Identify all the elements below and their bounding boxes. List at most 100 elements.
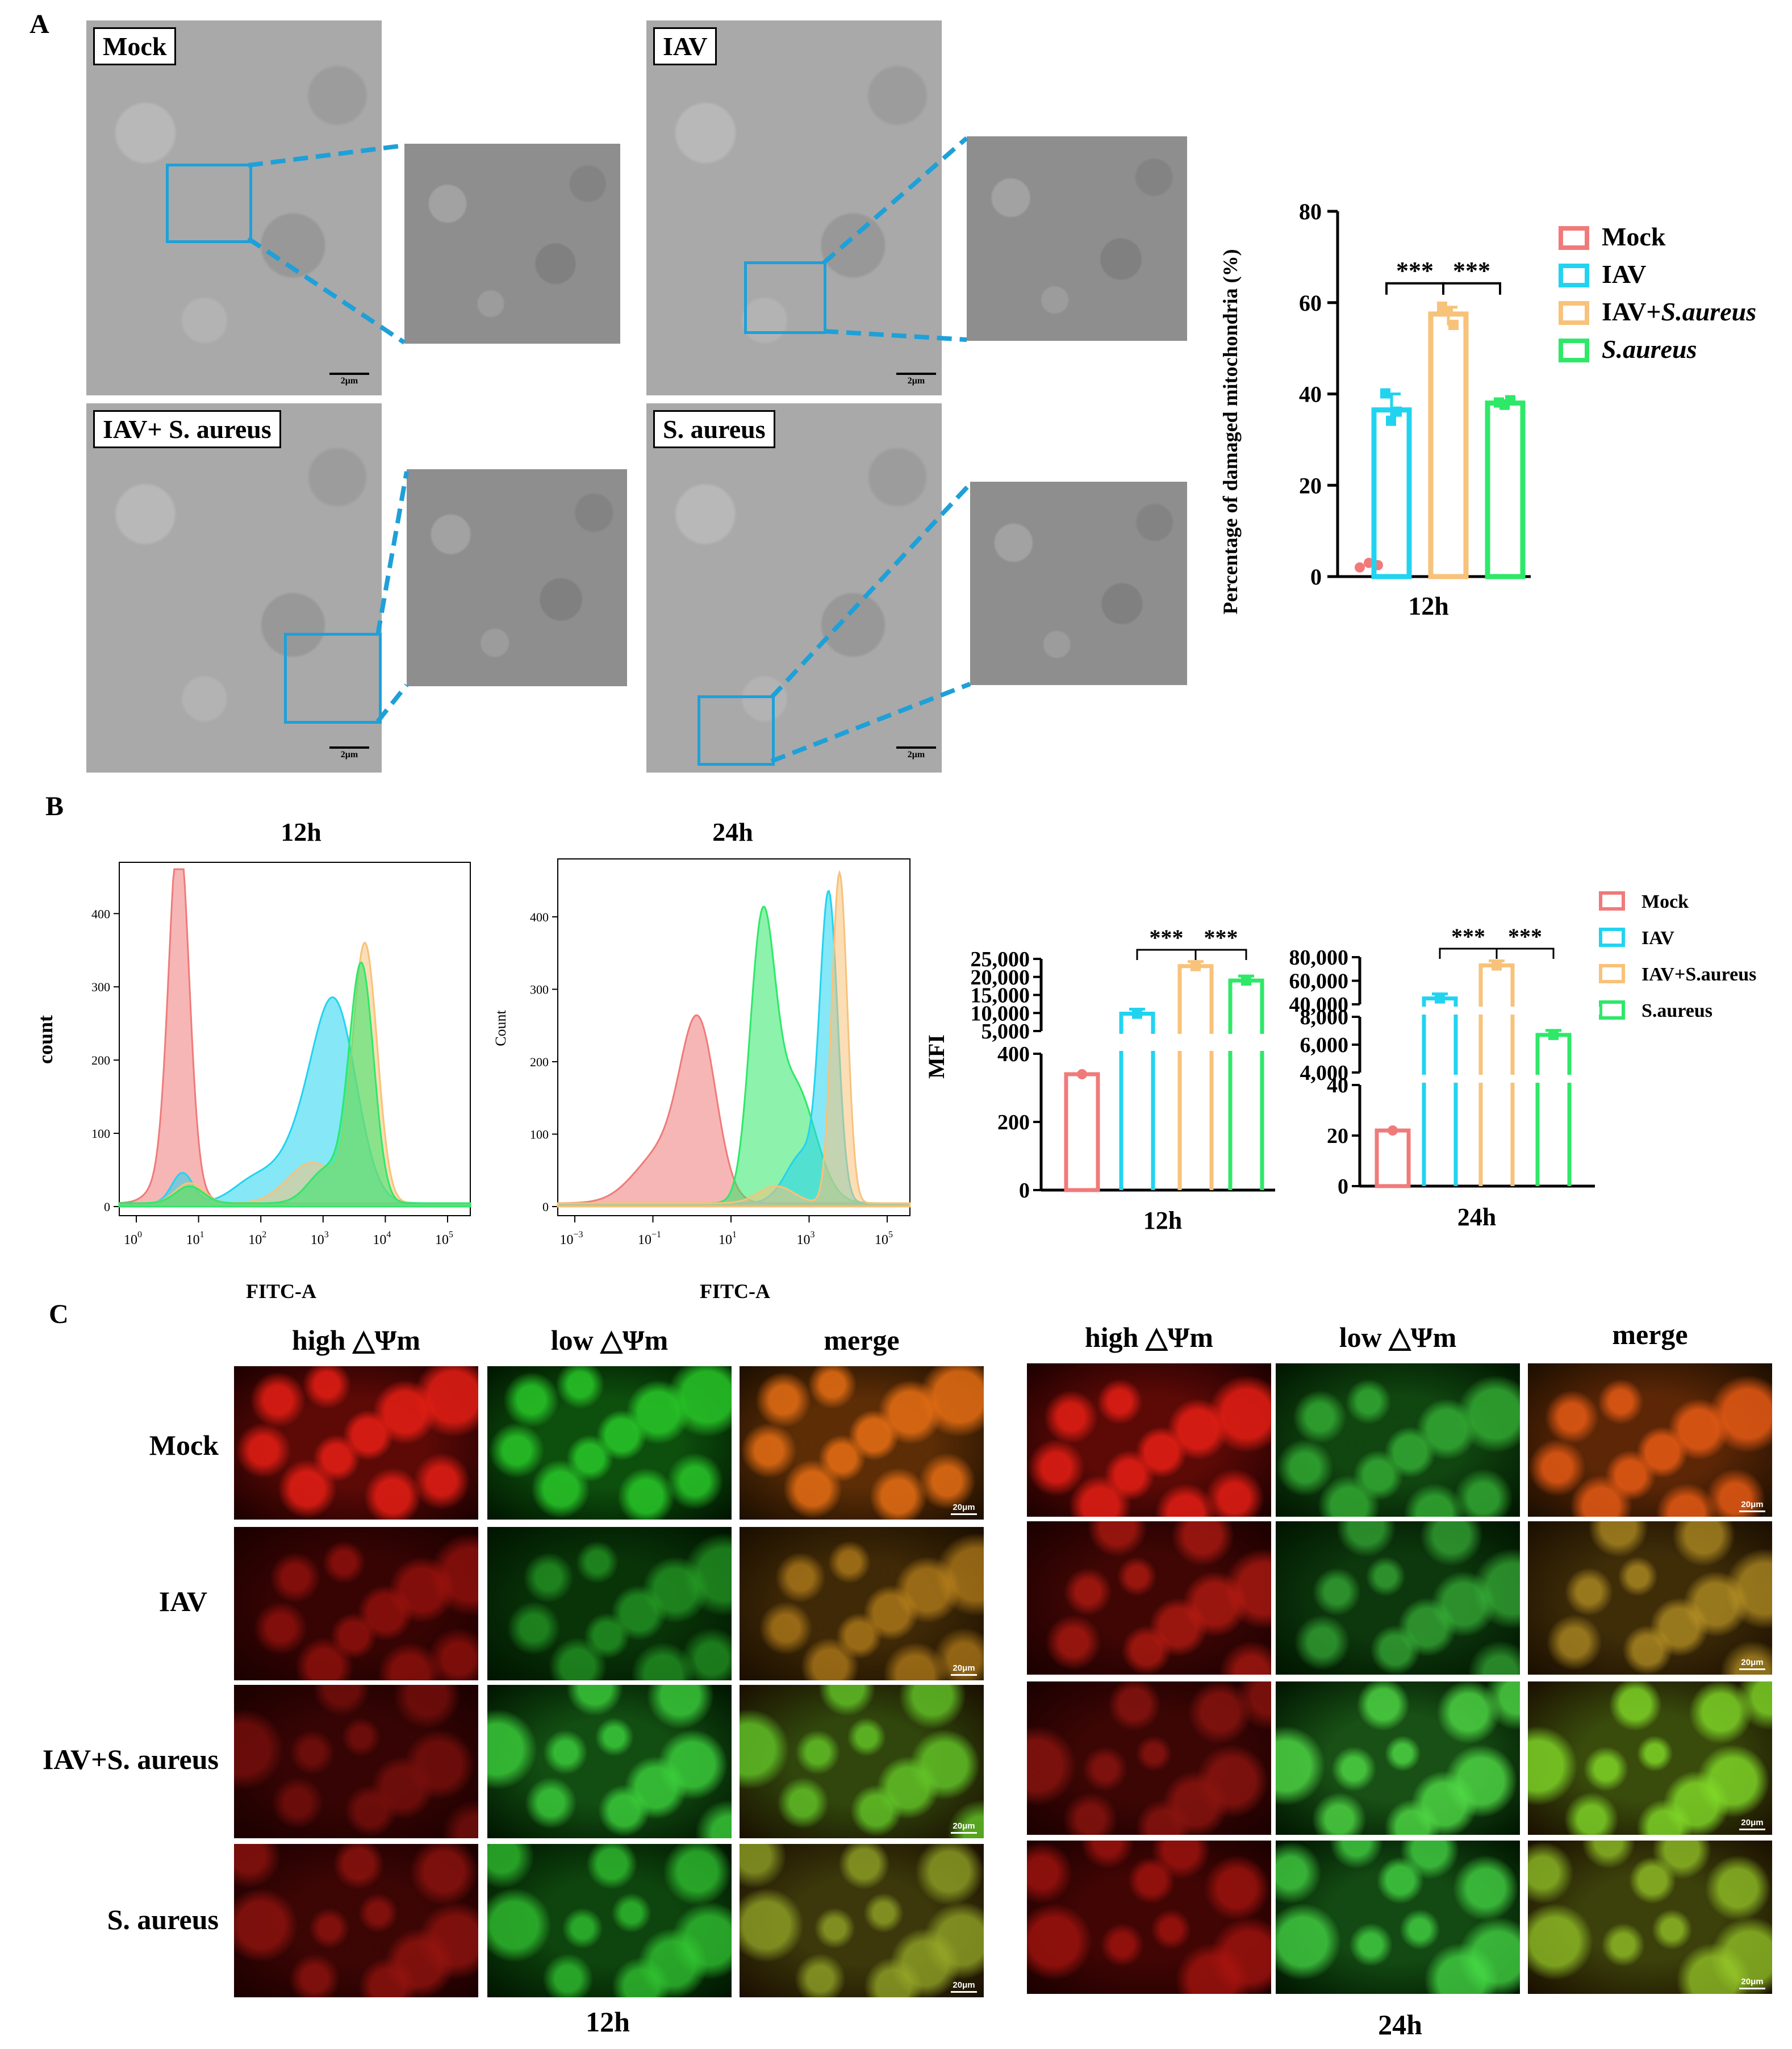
- chart-a-legend: Mock IAV IAV+S.aureus S.aureus: [1559, 222, 1756, 364]
- hist-xtick-label: 10−3: [559, 1230, 583, 1247]
- chart-a-point-mock: [1355, 562, 1365, 573]
- chart-a-bar: [1485, 400, 1526, 579]
- em-image-iav: IAV 2μm: [646, 20, 942, 395]
- scale-bar-saureus: 2μm: [896, 746, 936, 760]
- mfi-axis-break: [1350, 1007, 1599, 1015]
- hist-xtick-label: 102: [248, 1230, 266, 1247]
- fl-12h-iav-s-aureus-merge: 20μm: [740, 1685, 984, 1838]
- zoom-box-iav-saureus: [284, 633, 382, 724]
- mfi-ytick-label: 40: [1327, 1074, 1348, 1097]
- chart-a-sig-bracket: [1442, 282, 1501, 295]
- mfi-point: [1388, 1125, 1398, 1136]
- chart-a-sig-label: ***: [1453, 257, 1490, 285]
- mfi-point: [1191, 961, 1201, 971]
- hist-ytick-label: 0: [542, 1200, 549, 1214]
- mfi-bar: [1064, 1072, 1100, 1192]
- fl-24h-mock-merge: 20μm: [1528, 1363, 1772, 1517]
- time-label-12h: 12h: [586, 2006, 630, 2038]
- fl-scale-bar: 20μm: [951, 1821, 977, 1834]
- mfi-point: [1077, 1069, 1087, 1079]
- col-head-24h-high: high △Ψm: [1084, 1321, 1214, 1353]
- em-zoom-iav: [967, 136, 1187, 341]
- mfi-ytick-label: 0: [1338, 1175, 1348, 1199]
- hist-xtick-label: 105: [435, 1230, 453, 1247]
- hist-ytick-label: 200: [530, 1055, 549, 1069]
- mfi-bar: [1375, 1128, 1411, 1188]
- fl-12h-iav-s-aureus-red: [234, 1685, 478, 1838]
- hist-12h-xlabel: FITC-A: [246, 1280, 316, 1303]
- em-image-mock: Mock 2μm: [86, 20, 382, 395]
- fl-12h-s-aureus-merge: 20μm: [740, 1844, 984, 1997]
- chart-a-axes: 0 20 40 60 80: [1299, 199, 1531, 590]
- mfi-bar: [1535, 1033, 1572, 1186]
- hist-ytick-label: 200: [91, 1053, 110, 1067]
- hist-24h-title: 24h: [712, 817, 753, 846]
- mfi-ytick-label: 5,000: [981, 1020, 1030, 1044]
- mfi-legend: Mock IAV IAV+S.aureus S.aureus: [1599, 891, 1756, 1021]
- em-label-mock: Mock: [93, 27, 177, 65]
- em-label-saureus: S. aureus: [653, 410, 775, 448]
- hist-ytick-label: 400: [530, 910, 549, 924]
- mfi-point: [1132, 1008, 1142, 1019]
- fl-12h-iav-green: [487, 1527, 732, 1680]
- row-head-iav: IAV: [158, 1585, 207, 1617]
- mfi-ytick-label: 400: [997, 1042, 1030, 1066]
- fl-24h-iav-s-aureus-green: [1276, 1681, 1520, 1835]
- hist-xtick-label: 100: [124, 1230, 142, 1247]
- mfi-sig-bracket: [1194, 949, 1247, 960]
- hist-12h-title: 12h: [281, 817, 321, 846]
- chart-a-point: [1386, 415, 1396, 426]
- hist-curve: [118, 961, 471, 1208]
- mfi-ytick-label: 4,000: [1300, 1061, 1349, 1085]
- em-zoom-connectors: [247, 136, 972, 763]
- chart-a-legend-swatch: [1559, 226, 1589, 250]
- mfi-ytick-label: 40,000: [1289, 993, 1349, 1017]
- chart-a-point: [1380, 388, 1390, 399]
- mfi-bar: [1228, 978, 1264, 1190]
- em-image-iav-saureus: IAV+ S. aureus 2μm: [86, 403, 382, 773]
- col-head-24h-merge: merge: [1612, 1318, 1688, 1350]
- hist-24h-plot: 0 100 200 300 400 10−3 10−1 101 103 105: [530, 858, 911, 1247]
- fl-12h-mock-merge: 20μm: [740, 1366, 984, 1520]
- hist-ytick-label: 300: [530, 983, 549, 997]
- fl-scale-bar: 20μm: [951, 1663, 977, 1676]
- mfi-legend-label: Mock: [1641, 891, 1689, 912]
- fl-24h-iav-merge: 20μm: [1528, 1521, 1772, 1675]
- hist-xtick-label: 105: [875, 1230, 893, 1247]
- chart-mfi: MFI 5,00010,00015,00020,00025,0000200400…: [924, 891, 1756, 1234]
- hist-xtick-label: 101: [186, 1230, 204, 1247]
- chart-a-legend-label: S.aureus: [1602, 335, 1697, 364]
- chart-a-bar: [1371, 407, 1412, 579]
- mfi-sig-label: ***: [1204, 925, 1238, 950]
- zoom-box-mock: [166, 164, 252, 243]
- em-zoom-saureus: [970, 482, 1187, 685]
- scale-bar-iav: 2μm: [896, 373, 936, 386]
- fl-12h-s-aureus-green: [487, 1844, 732, 1997]
- mfi-12h-xtick: 12h: [1143, 1207, 1182, 1234]
- mfi-ylabel: MFI: [924, 1034, 949, 1079]
- panel-letter-a: A: [30, 9, 49, 39]
- chart-a-point: [1443, 306, 1453, 316]
- fl-12h-mock-green: [487, 1366, 732, 1520]
- mfi-ytick-label: 6,000: [1300, 1033, 1349, 1057]
- row-head-iav-saureus: IAV+S. aureus: [42, 1743, 219, 1775]
- col-head-12h-merge: merge: [824, 1324, 900, 1356]
- mfi-ytick-label: 8,000: [1300, 1005, 1349, 1029]
- mfi-sig-label: ***: [1451, 924, 1485, 949]
- hist-ytick-label: 0: [104, 1200, 110, 1214]
- mfi-axis-break: [1350, 1075, 1599, 1083]
- mfi-legend-swatch: [1599, 1000, 1625, 1020]
- chart-a-legend-swatch: [1559, 301, 1589, 325]
- hist-12h-plot: 0 100 200 300 400 100 101 102 103 104 105: [91, 862, 471, 1247]
- fl-24h-s-aureus-green: [1276, 1841, 1520, 1994]
- hist-ytick-label: 100: [91, 1126, 110, 1141]
- hist-frame: [557, 858, 910, 1216]
- mfi-ytick-label: 200: [997, 1111, 1030, 1134]
- chart-a-legend-label: IAV: [1602, 260, 1646, 289]
- row-head-mock: Mock: [149, 1429, 219, 1461]
- mfi-sig-bracket: [1496, 948, 1555, 959]
- hist-ytick-label: 400: [91, 907, 110, 921]
- mfi-ytick-label: 20: [1327, 1124, 1348, 1148]
- fl-24h-s-aureus-red: [1027, 1841, 1271, 1994]
